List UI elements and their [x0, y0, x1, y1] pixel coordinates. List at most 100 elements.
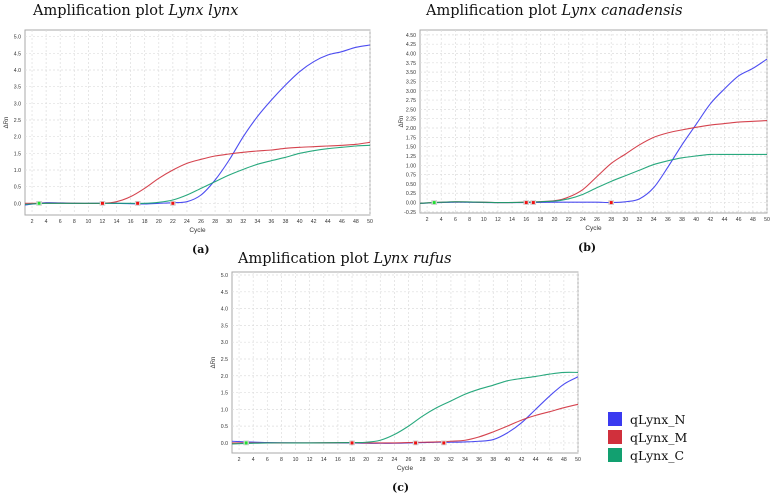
y-tick-label: 3.50	[406, 70, 416, 76]
x-tick-label: 44	[533, 457, 539, 463]
y-tick-label: 2.0	[14, 135, 21, 141]
y-tick-label: 2.00	[406, 126, 416, 132]
chart-title-a: Amplification plot Lynx lynx	[33, 3, 239, 19]
x-tick-label: 44	[722, 217, 728, 223]
x-tick-label: 28	[420, 457, 426, 463]
threshold-marker	[524, 201, 528, 205]
x-tick-label: 14	[321, 457, 327, 463]
x-tick-label: 24	[184, 219, 190, 225]
x-tick-label: 10	[293, 457, 299, 463]
x-axis-label: Cycle	[189, 227, 206, 234]
x-tick-label: 40	[297, 219, 303, 225]
y-tick-label: 0.50	[406, 182, 416, 188]
y-tick-label: 0.0	[221, 441, 228, 447]
panel-label-c: (c)	[392, 481, 410, 494]
x-tick-label: 50	[575, 457, 581, 463]
chart-2: 2 4 6 8 10 12 14 16 18 20 22 24 26 28 30 32 34 36 38 40 42 44…	[211, 271, 581, 472]
x-tick-label: 12	[307, 457, 313, 463]
x-tick-label: 26	[198, 219, 204, 225]
y-tick-label: 4.5	[14, 51, 21, 57]
x-tick-label: 8	[468, 217, 471, 223]
legend: qLynx_N qLynx_M qLynx_C	[608, 410, 687, 464]
y-tick-label: 3.0	[221, 340, 228, 346]
legend-swatch-n	[608, 412, 622, 426]
x-tick-label: 36	[476, 457, 482, 463]
x-tick-label: 46	[547, 457, 553, 463]
x-tick-label: 14	[509, 217, 515, 223]
y-tick-label: 3.0	[14, 101, 21, 107]
x-tick-label: 24	[580, 217, 586, 223]
y-tick-label: 4.25	[406, 42, 416, 48]
plot-area	[419, 29, 768, 214]
x-tick-label: 8	[73, 219, 76, 225]
x-tick-label: 32	[448, 457, 454, 463]
x-axis-label: Cycle	[397, 465, 414, 472]
x-tick-label: 16	[128, 219, 134, 225]
legend-swatch-c	[608, 448, 622, 462]
x-tick-label: 6	[454, 217, 457, 223]
x-tick-label: 36	[269, 219, 275, 225]
y-tick-label: 3.5	[14, 85, 21, 91]
legend-swatch-m	[608, 430, 622, 444]
y-tick-label: 0.75	[406, 173, 416, 179]
y-tick-label: 1.5	[221, 391, 228, 397]
x-tick-label: 34	[254, 219, 260, 225]
x-tick-label: 40	[504, 457, 510, 463]
y-tick-label: 0.25	[406, 191, 416, 197]
x-tick-label: 12	[100, 219, 106, 225]
x-tick-label: 34	[651, 217, 657, 223]
y-tick-label: 4.0	[221, 307, 228, 313]
x-tick-label: 44	[325, 219, 331, 225]
x-axis-label: Cycle	[585, 225, 602, 232]
legend-label: qLynx_M	[630, 429, 688, 445]
x-tick-label: 10	[481, 217, 487, 223]
x-tick-label: 6	[266, 457, 269, 463]
x-tick-label: 16	[523, 217, 529, 223]
x-tick-label: 50	[367, 219, 373, 225]
y-tick-label: 2.5	[221, 357, 228, 363]
y-tick-label: 2.75	[406, 98, 416, 104]
series-line-qlynx-m	[25, 141, 371, 205]
x-tick-label: 34	[462, 457, 468, 463]
threshold-marker	[531, 201, 535, 205]
y-tick-label: 5.0	[14, 35, 21, 41]
x-tick-label: 48	[750, 217, 756, 223]
threshold-marker	[609, 201, 613, 205]
y-axis-label: ΔRn	[211, 357, 217, 369]
x-tick-label: 48	[353, 219, 359, 225]
x-tick-label: 2	[238, 457, 241, 463]
plot-area	[231, 271, 579, 454]
x-tick-label: 38	[490, 457, 496, 463]
y-tick-label: 2.25	[406, 117, 416, 123]
x-tick-label: 18	[537, 217, 543, 223]
y-tick-label: 3.75	[406, 61, 416, 67]
y-tick-label: 4.5	[221, 290, 228, 296]
x-tick-label: 40	[693, 217, 699, 223]
panel-label-b: (b)	[578, 241, 597, 254]
x-tick-label: 10	[85, 219, 91, 225]
plot-area	[24, 29, 371, 216]
y-tick-label: 0.00	[406, 201, 416, 207]
x-tick-label: 4	[45, 219, 48, 225]
legend-label: qLynx_N	[630, 411, 686, 427]
x-tick-label: 30	[226, 219, 232, 225]
x-tick-label: 4	[440, 217, 443, 223]
legend-item-m: qLynx_M	[608, 428, 687, 446]
x-tick-label: 22	[377, 457, 383, 463]
x-tick-label: 20	[552, 217, 558, 223]
chart-1: 2 4 6 8 10 12 14 16 18 20 22 24 26 28 30 32 34 36 38 40 42 44…	[399, 29, 770, 232]
y-tick-label: 3.5	[221, 323, 228, 329]
x-tick-label: 36	[665, 217, 671, 223]
y-tick-label: 1.00	[406, 163, 416, 169]
y-tick-label: 5.0	[221, 273, 228, 279]
x-tick-label: 28	[212, 219, 218, 225]
y-tick-label: 4.00	[406, 51, 416, 57]
y-axis-label: ΔRn	[4, 117, 10, 129]
x-tick-label: 46	[339, 219, 345, 225]
legend-label: qLynx_C	[630, 447, 685, 463]
x-tick-label: 30	[434, 457, 440, 463]
x-tick-label: 20	[363, 457, 369, 463]
x-tick-label: 26	[594, 217, 600, 223]
x-tick-label: 42	[707, 217, 713, 223]
chart-0: 2 4 6 8 10 12 14 16 18 20 22 24 26 28 30 32 34 36 38 40 42 44…	[4, 29, 373, 234]
